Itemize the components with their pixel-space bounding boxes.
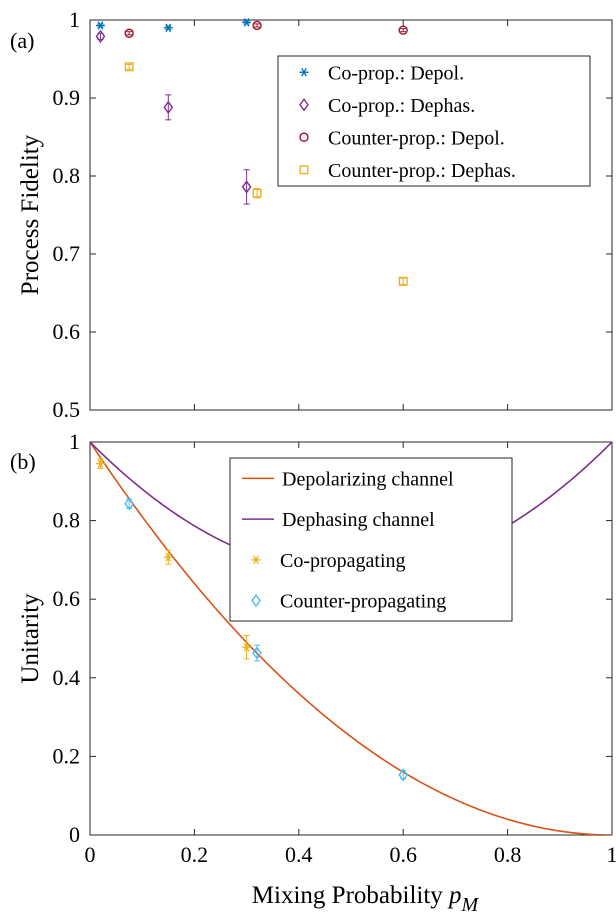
legend-swatch [299,165,309,175]
data-point [95,459,105,468]
panel-a: 0.5 0.6 0.7 0.8 0.9 1 Process Fidelity (a) Co-pr… [10,7,613,422]
panel-label: (a) [10,28,34,53]
y-tick-label: 0.2 [53,743,81,768]
legend-label: Co-prop.: Dephas. [328,95,475,117]
y-tick-label: 0.5 [53,397,81,422]
series-curve [90,442,612,835]
data-point [163,100,174,115]
data-point [252,646,262,660]
legend-swatch [299,132,309,142]
data-point [252,188,262,198]
legend-swatch [299,98,309,112]
legend-swatch [251,593,261,608]
legend-swatch [251,555,261,565]
legend-label: Co-prop.: Depol. [328,62,464,84]
data-point [241,180,252,194]
legend-label: Counter-prop.: Depol. [328,127,505,149]
legend-swatch-stroke [301,67,307,77]
legend-label: Dephasing channel [282,509,435,531]
y-tick-label: 0.7 [53,241,81,266]
legend-label: Counter-propagating [280,591,446,613]
plot-frame [89,441,613,836]
data-point [398,768,409,782]
data-point-stroke [165,23,172,33]
x-tick-label: 1 [607,842,616,867]
data-point [124,62,134,72]
legend-box [229,457,513,622]
legend-box [277,55,591,187]
y-tick-label: 1 [69,7,80,32]
y-tick-label: 0.6 [53,586,81,611]
data-point [398,25,408,35]
data-point [124,497,135,511]
legend-label: Depolarizing channel [282,468,454,490]
y-tick-label: 0.4 [53,665,81,690]
data-point [252,20,262,31]
y-tick-label: 0.8 [53,508,81,533]
data-point-stroke [165,552,172,562]
y-tick-label: 0.6 [53,319,81,344]
data-point-stroke [97,459,104,468]
data-point [242,642,252,652]
y-axis-title: Process Fidelity [17,134,44,295]
data-point [95,29,106,44]
x-tick-label: 0 [85,842,96,867]
legend-label: Counter-prop.: Dephas. [328,160,516,182]
panel-b: 0 0.2 0.4 0.6 0.8 1 0 0.2 0.4 0.6 0.8 1 Unitarity Mix… [10,429,616,916]
y-tick-label: 1 [69,429,80,454]
data-point [163,23,173,33]
y-tick-label: 0 [69,822,80,847]
y-tick-label: 0.9 [53,85,81,110]
x-tick-label: 0.6 [389,842,417,867]
plot-frame [89,19,613,411]
y-axis-title: Unitarity [17,593,44,684]
y-tick-label: 0.8 [53,163,81,188]
legend-label: Co-propagating [280,550,406,572]
x-axis-title: Mixing Probability pM [252,882,480,916]
data-point [242,18,252,27]
legend-swatch-stroke [253,555,259,565]
x-tick-label: 0.2 [181,842,209,867]
data-point [124,28,134,38]
legend-swatch [299,67,309,77]
data-point-stroke [243,18,250,27]
x-tick-label: 0.8 [494,842,522,867]
data-point-stroke [243,642,250,652]
data-point-stroke [97,21,104,30]
panel-label: (b) [10,449,36,474]
x-tick-label: 0.4 [285,842,313,867]
data-point [95,21,105,30]
data-point [398,276,408,286]
data-point [163,552,173,562]
